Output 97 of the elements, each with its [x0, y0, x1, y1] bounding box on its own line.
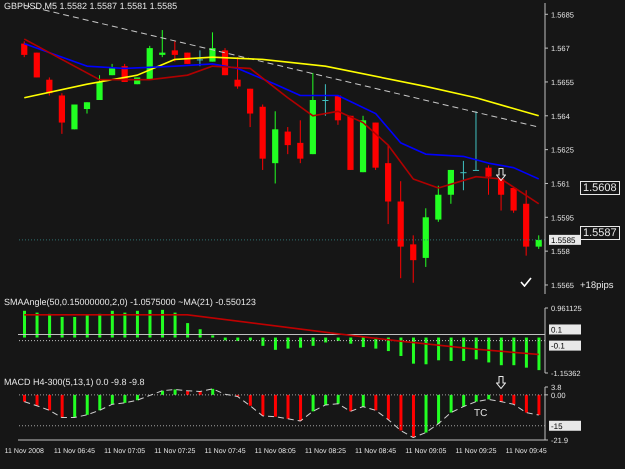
- text: 1.5608: [580, 181, 620, 196]
- text: +18pips: [580, 280, 614, 292]
- bar: [110, 310, 114, 338]
- bar: [248, 394, 252, 406]
- ref-line-label: 1.5585: [551, 236, 576, 245]
- bar: [336, 394, 340, 404]
- bar: [450, 338, 453, 361]
- candlestick: [284, 126, 291, 155]
- bar: [512, 394, 516, 404]
- candlestick: [297, 120, 304, 164]
- bar: [399, 394, 402, 431]
- ref-line-label: -15: [551, 422, 564, 431]
- ref-line-label: 0.1: [551, 325, 563, 334]
- bar: [487, 338, 490, 362]
- bar: [161, 310, 164, 338]
- bar: [386, 394, 390, 420]
- chart-title: MACD H4-300(5,13,1) 0.0 -9.8 -9.8: [4, 377, 145, 387]
- bar: [437, 394, 440, 424]
- line-series: [24, 388, 540, 438]
- bar: [537, 338, 540, 370]
- bar: [424, 338, 428, 364]
- bar: [73, 394, 76, 418]
- line-series: [23, 314, 540, 356]
- bar: [487, 394, 490, 400]
- candlestick: [172, 40, 178, 62]
- bar: [299, 338, 302, 348]
- bar: [299, 394, 302, 422]
- candlestick: [472, 110, 480, 171]
- candlestick: [159, 30, 166, 58]
- bar: [537, 394, 540, 416]
- candlestick: [485, 164, 492, 196]
- bar: [500, 338, 503, 366]
- candlestick: [536, 234, 542, 250]
- bar: [60, 316, 64, 338]
- bar: [524, 394, 528, 413]
- ref-line-label: -0.1: [551, 342, 566, 351]
- bar: [374, 394, 378, 410]
- bar: [224, 338, 227, 340]
- bar: [211, 388, 214, 395]
- bar: [274, 338, 277, 350]
- bar: [23, 394, 26, 402]
- bar: [312, 338, 315, 346]
- bar: [186, 323, 190, 338]
- candlestick: [410, 234, 416, 284]
- bar: [123, 394, 126, 403]
- bar: [462, 394, 466, 407]
- bar: [512, 338, 516, 366]
- candlestick: [322, 84, 328, 116]
- bar: [174, 389, 177, 395]
- bar: [60, 394, 64, 418]
- bar: [73, 316, 76, 338]
- bar: [48, 394, 52, 410]
- bar: [362, 394, 365, 407]
- bar: [86, 394, 89, 415]
- bar: [324, 394, 328, 405]
- candlestick: [196, 50, 204, 67]
- bar: [248, 338, 252, 340]
- line-series: [23, 38, 540, 205]
- bar: [437, 338, 440, 360]
- bar: [474, 394, 478, 402]
- bar: [261, 394, 264, 416]
- bar: [450, 394, 453, 413]
- candlestick: [234, 56, 241, 90]
- bar: [412, 394, 415, 438]
- bar: [286, 338, 290, 349]
- bar: [424, 394, 428, 433]
- candlestick: [510, 187, 517, 214]
- bar: [324, 338, 328, 342]
- bar: [399, 338, 402, 356]
- candlestick: [460, 160, 467, 191]
- bar: [148, 310, 152, 338]
- bar: [23, 310, 26, 338]
- bar: [412, 338, 415, 364]
- bar: [362, 338, 365, 348]
- candlestick: [21, 40, 28, 58]
- bar: [36, 394, 39, 406]
- annotation: TC: [474, 408, 488, 419]
- bar: [236, 338, 240, 341]
- bar: [86, 314, 89, 338]
- bar: [349, 394, 352, 412]
- bar: [110, 394, 114, 404]
- bar: [336, 338, 340, 341]
- bar: [474, 338, 478, 360]
- bar: [211, 335, 214, 338]
- chart-title: SMAAngle(50,0.15000000,2,0) -1.0575000 ~MA(21) -0.550123: [4, 297, 256, 307]
- bar: [286, 394, 290, 419]
- bar: [312, 394, 315, 412]
- bar: [98, 394, 102, 410]
- bar: [261, 338, 264, 346]
- bar: [136, 310, 139, 338]
- text: 1.5587: [580, 226, 620, 240]
- bar: [524, 338, 528, 368]
- bar: [462, 338, 466, 361]
- candlestick: [96, 74, 103, 100]
- bar: [349, 338, 352, 344]
- bar: [274, 394, 277, 417]
- chart-title: GBPUSD,M5 1.5582 1.5587 1.5581 1.5585: [4, 1, 178, 11]
